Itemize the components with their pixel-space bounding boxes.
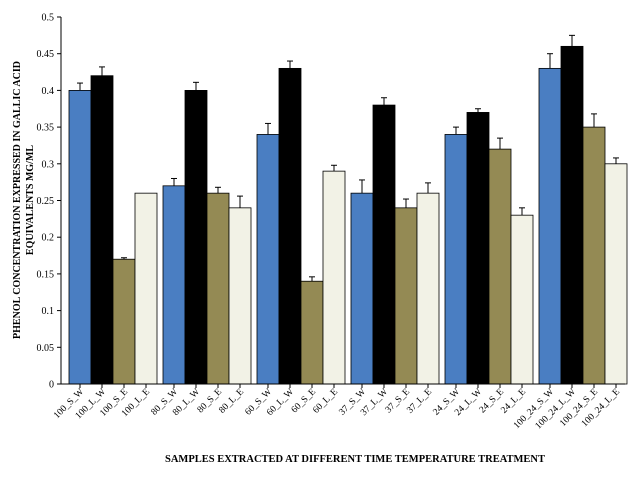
bar: [206, 192, 230, 385]
bar: [278, 67, 302, 385]
bar: [134, 192, 158, 385]
bar: [488, 148, 512, 385]
y-axis-title-line2: EQUIVALENTS MG/ML: [25, 145, 36, 255]
bar: [416, 192, 440, 385]
bar: [162, 185, 186, 385]
x-tick-label: 60_L_E: [311, 387, 340, 416]
bar: [582, 126, 606, 385]
x-tick-label: 80_L_E: [217, 387, 246, 416]
bar: [322, 170, 346, 385]
x-tick-label: 37_L_E: [405, 387, 434, 416]
bar: [466, 112, 490, 385]
x-axis: [61, 383, 625, 388]
y-tick-label: 0.25: [37, 196, 55, 207]
bar: [444, 134, 468, 385]
x-axis-title: SAMPLES EXTRACTED AT DIFFERENT TIME TEMP…: [165, 454, 545, 465]
y-axis: 0 0.05 0.1 0.15 0.2 0.25 0.3 0.35 0.4 0.45 0.5: [37, 13, 62, 391]
bar: [350, 192, 374, 385]
y-tick-label: 0.05: [37, 343, 55, 354]
error-bars: [77, 34, 619, 282]
y-tick-label: 0.5: [42, 13, 55, 24]
bar: [604, 163, 628, 385]
y-tick-label: 0.45: [37, 49, 55, 60]
bars: [68, 45, 628, 385]
bar: [394, 207, 418, 385]
y-axis-title-line1: PHENOL CONCENTRATION EXPRESSED IN GALLIC…: [12, 61, 23, 339]
bar: [372, 104, 396, 385]
bar: [300, 280, 324, 385]
bar: [510, 214, 534, 385]
y-tick-label: 0.3: [42, 159, 55, 170]
bar: [228, 207, 252, 385]
y-tick-label: 0.1: [42, 306, 55, 317]
bar: [256, 134, 280, 385]
y-tick-label: 0: [49, 380, 54, 391]
y-tick-label: 0.35: [37, 123, 55, 134]
y-tick-label: 0.2: [42, 233, 55, 244]
bar: [112, 258, 136, 385]
bar: [560, 45, 584, 385]
y-tick-label: 0.4: [42, 86, 55, 97]
bar: [90, 75, 114, 385]
x-tick-labels: 100_S_W100_L_W100_S_E100_L_E80_S_W80_L_W…: [52, 387, 622, 432]
bar: [68, 90, 92, 385]
y-tick-label: 0.15: [37, 269, 55, 280]
bar: [538, 67, 562, 385]
y-axis-title: PHENOL CONCENTRATION EXPRESSED IN GALLIC…: [12, 61, 36, 339]
bar: [184, 90, 208, 385]
